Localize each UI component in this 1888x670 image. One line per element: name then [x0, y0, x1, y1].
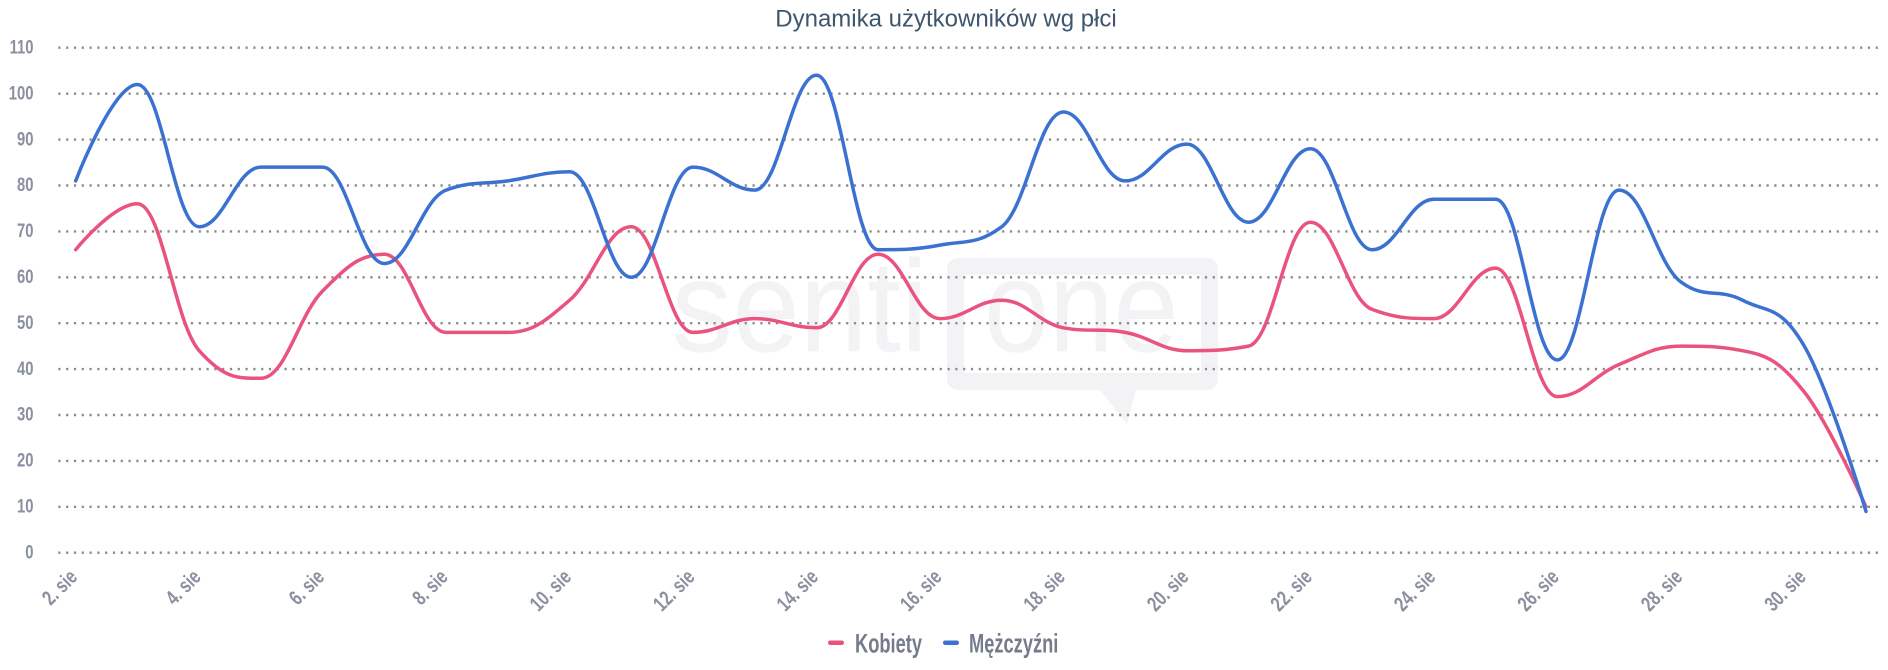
- svg-text:28. sie: 28. sie: [1636, 565, 1687, 616]
- svg-text:30. sie: 30. sie: [1759, 565, 1810, 616]
- svg-text:30: 30: [17, 404, 33, 425]
- svg-text:24. sie: 24. sie: [1389, 565, 1440, 616]
- svg-text:80: 80: [17, 174, 33, 195]
- svg-text:22. sie: 22. sie: [1266, 565, 1317, 616]
- svg-text:Dynamika użytkowników wg płci: Dynamika użytkowników wg płci: [775, 6, 1116, 33]
- svg-text:senti: senti: [672, 233, 928, 379]
- svg-text:12. sie: 12. sie: [648, 565, 699, 616]
- svg-text:6. sie: 6. sie: [284, 565, 329, 610]
- svg-text:0: 0: [25, 542, 33, 563]
- svg-text:10: 10: [17, 496, 33, 517]
- svg-text:100: 100: [9, 83, 34, 104]
- svg-text:90: 90: [17, 129, 33, 150]
- svg-text:110: 110: [10, 37, 34, 58]
- svg-text:26. sie: 26. sie: [1512, 565, 1563, 616]
- svg-text:2. sie: 2. sie: [37, 565, 82, 610]
- svg-text:one: one: [984, 234, 1179, 380]
- svg-text:8. sie: 8. sie: [407, 565, 452, 610]
- svg-text:20: 20: [17, 450, 33, 471]
- svg-text:Kobiety: Kobiety: [855, 628, 922, 658]
- svg-text:20. sie: 20. sie: [1142, 565, 1193, 616]
- svg-text:14. sie: 14. sie: [772, 565, 823, 616]
- svg-text:50: 50: [17, 312, 33, 333]
- svg-text:16. sie: 16. sie: [895, 565, 946, 616]
- svg-text:70: 70: [17, 220, 33, 241]
- svg-text:60: 60: [17, 266, 33, 287]
- svg-text:40: 40: [17, 358, 33, 379]
- svg-text:4. sie: 4. sie: [161, 565, 206, 610]
- svg-text:Mężczyźni: Mężczyźni: [969, 628, 1058, 658]
- svg-text:10. sie: 10. sie: [525, 565, 576, 616]
- svg-text:18. sie: 18. sie: [1019, 565, 1070, 616]
